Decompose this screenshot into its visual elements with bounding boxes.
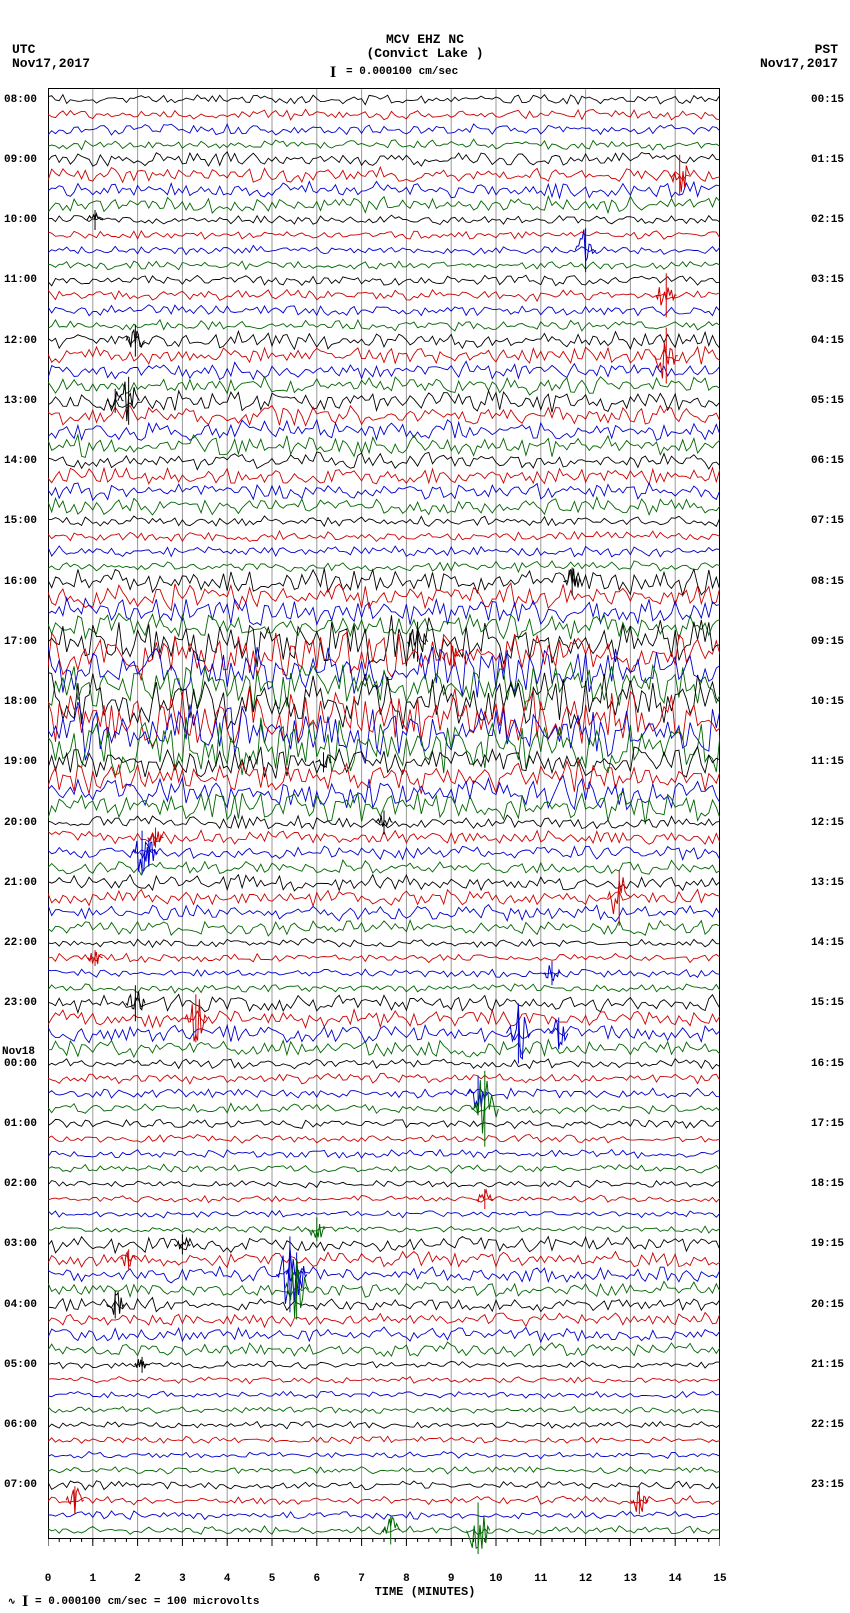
pst-hour-label: 05:15 bbox=[811, 395, 844, 407]
footer-caret-icon: ∿ bbox=[8, 1597, 16, 1607]
pst-hour-label: 09:15 bbox=[811, 636, 844, 648]
pst-hour-label: 04:15 bbox=[811, 335, 844, 347]
utc-hour-label: 16:00 bbox=[4, 576, 37, 588]
pst-hour-label: 02:15 bbox=[811, 214, 844, 226]
x-tick-label: 11 bbox=[534, 1573, 547, 1585]
x-tick-label: 1 bbox=[89, 1573, 96, 1585]
utc-hour-label: 00:00 bbox=[4, 1058, 37, 1070]
pst-hour-label: 20:15 bbox=[811, 1299, 844, 1311]
x-tick-label: 14 bbox=[669, 1573, 682, 1585]
pst-hour-label: 11:15 bbox=[811, 756, 844, 768]
pst-hour-label: 01:15 bbox=[811, 154, 844, 166]
pst-hour-label: 14:15 bbox=[811, 937, 844, 949]
pst-hour-label: 10:15 bbox=[811, 696, 844, 708]
utc-hour-label: 13:00 bbox=[4, 395, 37, 407]
left-timezone: UTC bbox=[12, 42, 35, 57]
pst-hour-label: 16:15 bbox=[811, 1058, 844, 1070]
utc-hour-label: 18:00 bbox=[4, 696, 37, 708]
station-code: MCV EHZ NC bbox=[0, 32, 850, 47]
x-tick-label: 3 bbox=[179, 1573, 186, 1585]
pst-hour-label: 17:15 bbox=[811, 1118, 844, 1130]
x-tick-label: 0 bbox=[45, 1573, 52, 1585]
footer-scale-text: = 0.000100 cm/sec = 100 microvolts bbox=[35, 1596, 259, 1608]
x-tick-label: 8 bbox=[403, 1573, 410, 1585]
pst-hour-label: 07:15 bbox=[811, 515, 844, 527]
scale-symbol-top: I bbox=[330, 64, 336, 82]
x-tick-label: 4 bbox=[224, 1573, 231, 1585]
seismogram-plot bbox=[48, 88, 720, 1554]
utc-hour-label: 09:00 bbox=[4, 154, 37, 166]
pst-hour-label: 22:15 bbox=[811, 1419, 844, 1431]
pst-hour-label: 03:15 bbox=[811, 274, 844, 286]
pst-hour-label: 12:15 bbox=[811, 817, 844, 829]
utc-hour-label: 21:00 bbox=[4, 877, 37, 889]
utc-hour-label: 01:00 bbox=[4, 1118, 37, 1130]
utc-hour-label: 04:00 bbox=[4, 1299, 37, 1311]
x-tick-label: 15 bbox=[713, 1573, 726, 1585]
x-tick-label: 5 bbox=[269, 1573, 276, 1585]
x-tick-label: 13 bbox=[624, 1573, 637, 1585]
x-tick-label: 12 bbox=[579, 1573, 592, 1585]
pst-hour-label: 06:15 bbox=[811, 455, 844, 467]
utc-date-change-label: Nov18 bbox=[2, 1046, 35, 1058]
utc-hour-label: 10:00 bbox=[4, 214, 37, 226]
right-timezone: PST bbox=[815, 42, 838, 57]
utc-hour-label: 23:00 bbox=[4, 997, 37, 1009]
pst-hour-label: 19:15 bbox=[811, 1238, 844, 1250]
pst-hour-label: 13:15 bbox=[811, 877, 844, 889]
x-tick-label: 6 bbox=[313, 1573, 320, 1585]
utc-hour-label: 08:00 bbox=[4, 94, 37, 106]
pst-hour-label: 21:15 bbox=[811, 1359, 844, 1371]
x-tick-label: 9 bbox=[448, 1573, 455, 1585]
x-tick-label: 10 bbox=[489, 1573, 502, 1585]
utc-hour-label: 15:00 bbox=[4, 515, 37, 527]
right-date: Nov17,2017 bbox=[760, 56, 838, 71]
pst-hour-label: 23:15 bbox=[811, 1479, 844, 1491]
station-name: (Convict Lake ) bbox=[0, 46, 850, 61]
pst-hour-label: 15:15 bbox=[811, 997, 844, 1009]
x-tick-label: 2 bbox=[134, 1573, 141, 1585]
utc-hour-label: 11:00 bbox=[4, 274, 37, 286]
utc-hour-label: 19:00 bbox=[4, 756, 37, 768]
utc-hour-label: 02:00 bbox=[4, 1178, 37, 1190]
scale-text-top: = 0.000100 cm/sec bbox=[346, 66, 458, 78]
x-tick-label: 7 bbox=[358, 1573, 365, 1585]
seismogram-page: MCV EHZ NC (Convict Lake ) I = 0.000100 … bbox=[0, 0, 850, 1613]
pst-hour-label: 08:15 bbox=[811, 576, 844, 588]
utc-hour-label: 03:00 bbox=[4, 1238, 37, 1250]
utc-hour-label: 17:00 bbox=[4, 636, 37, 648]
utc-hour-label: 06:00 bbox=[4, 1419, 37, 1431]
utc-hour-label: 14:00 bbox=[4, 455, 37, 467]
utc-hour-label: 22:00 bbox=[4, 937, 37, 949]
utc-hour-label: 20:00 bbox=[4, 817, 37, 829]
scale-symbol-bottom: I bbox=[22, 1593, 28, 1610]
left-date: Nov17,2017 bbox=[12, 56, 90, 71]
pst-hour-label: 18:15 bbox=[811, 1178, 844, 1190]
utc-hour-label: 07:00 bbox=[4, 1479, 37, 1491]
pst-hour-label: 00:15 bbox=[811, 94, 844, 106]
utc-hour-label: 12:00 bbox=[4, 335, 37, 347]
footer-scale: ∿ I = 0.000100 cm/sec = 100 microvolts bbox=[8, 1593, 259, 1611]
utc-hour-label: 05:00 bbox=[4, 1359, 37, 1371]
